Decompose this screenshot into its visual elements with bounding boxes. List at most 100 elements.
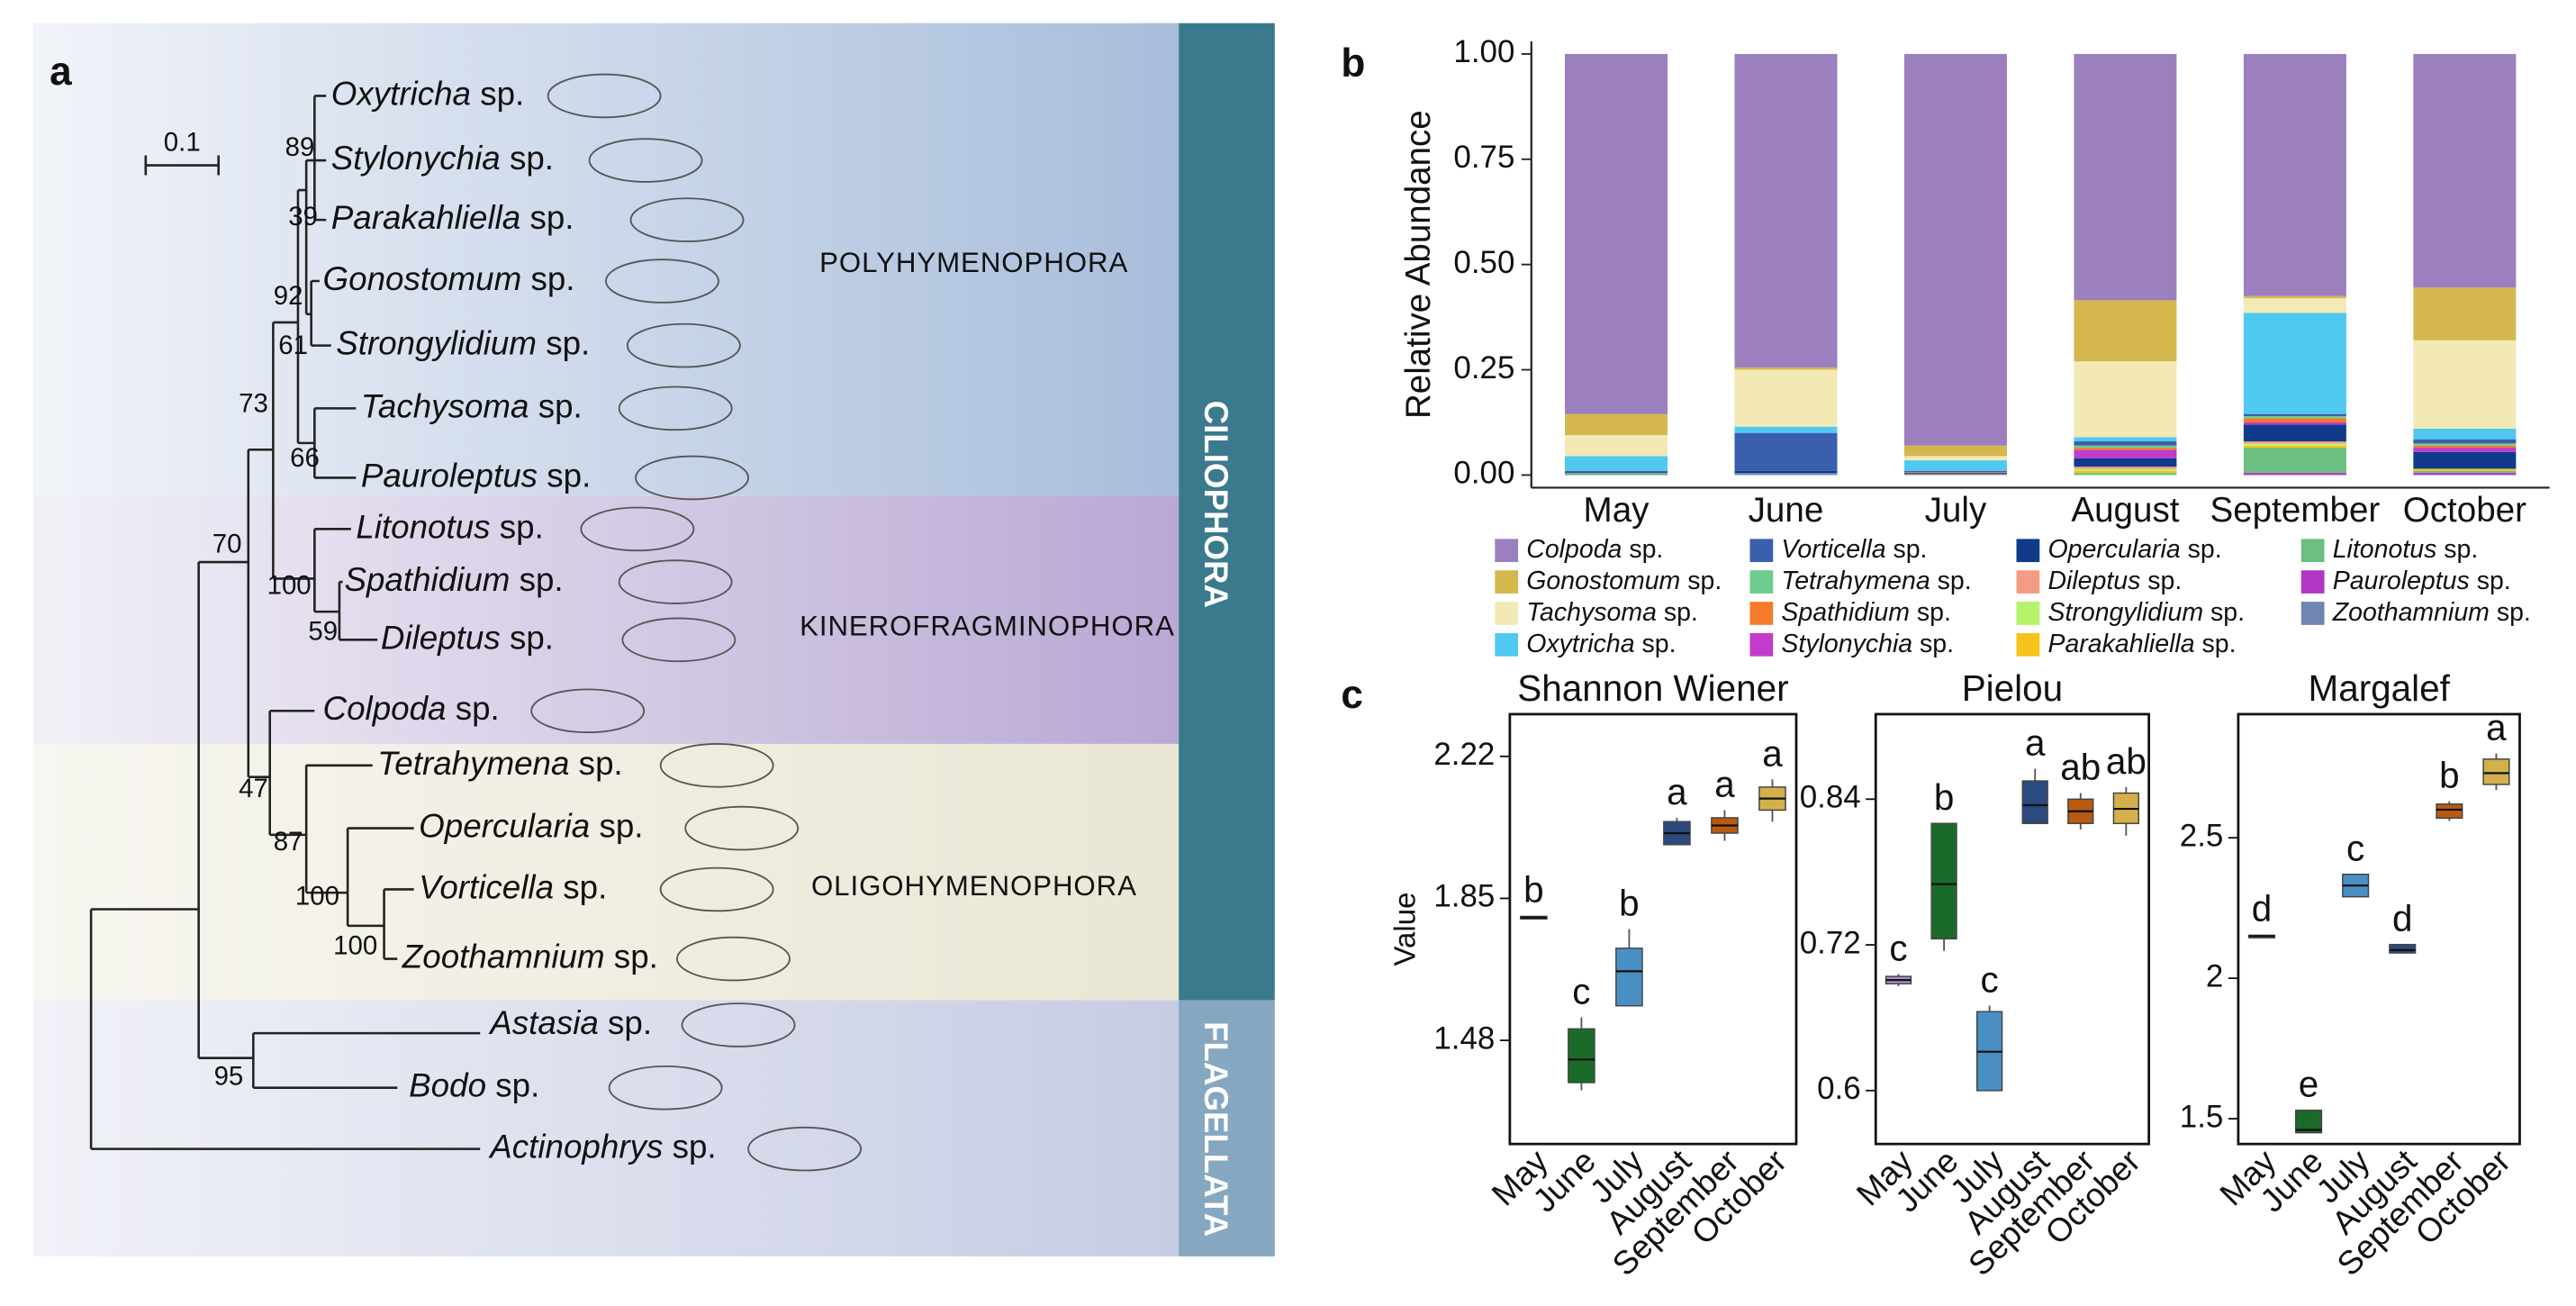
bar-segment (2413, 451, 2517, 469)
bar-segment (2243, 53, 2346, 296)
bar-segment (1565, 435, 1668, 457)
box (1615, 948, 1643, 1007)
leaf-label: Actinophrys sp. (488, 1128, 716, 1165)
y-tick-label: 0.50 (1453, 245, 1514, 280)
organism-sketch (618, 559, 733, 604)
organism-sketch (626, 322, 741, 368)
legend-swatch (1749, 539, 1774, 563)
plot-frame (2237, 712, 2521, 1146)
bar-segment (2243, 413, 2346, 416)
bar-segment (2074, 470, 2177, 474)
bar-segment (2243, 441, 2346, 444)
bar-segment (2074, 468, 2177, 471)
organism-sketch (621, 617, 737, 663)
y-tick-label: 1.48 (1433, 1020, 1495, 1056)
ciliophora-bar (1179, 23, 1275, 1001)
clade-label: FLAGELLATA (1198, 1021, 1234, 1237)
legend-label: Litonotus sp. (2333, 535, 2479, 564)
support-value: 92 (274, 281, 303, 311)
organism-sketch (681, 1002, 796, 1048)
significance-letter: d (2252, 888, 2273, 930)
bar-segment (2243, 415, 2346, 419)
significance-letter: d (2392, 898, 2413, 939)
x-tick-label: October (2403, 491, 2526, 530)
plot-frame (1874, 712, 2150, 1146)
bar-segment (1903, 53, 2007, 446)
organism-sketch (605, 258, 719, 304)
support-value: 47 (239, 774, 268, 803)
significance-letter: c (2346, 828, 2364, 869)
legend-label: Zoothamnium sp. (2332, 597, 2531, 626)
y-axis-label: Value (1389, 893, 1423, 966)
organism-sketch (659, 743, 774, 788)
bar-segment (1903, 473, 2007, 475)
bar-segment (2243, 473, 2346, 476)
legend-swatch (2016, 570, 2040, 594)
legend-label: Tetrahymena sp. (1781, 567, 1971, 595)
bar-segment (1734, 53, 1838, 368)
bar-segment (1565, 472, 1668, 474)
support-value: 61 (278, 331, 308, 360)
support-value: 95 (214, 1061, 244, 1091)
flagellata-bar (1179, 1000, 1275, 1256)
legend-label: Spathidium sp. (1781, 597, 1950, 626)
legend-label: Colpoda sp. (1526, 535, 1663, 564)
significance-letter: b (2439, 755, 2460, 796)
legend-swatch (1749, 570, 1774, 594)
bar-segment (2413, 340, 2517, 430)
significance-letter: c (1981, 958, 1999, 1000)
clade-label: CILIOPHORA (1198, 401, 1234, 608)
bar-segment (2243, 445, 2346, 449)
y-tick-label: 1.85 (1433, 879, 1495, 914)
x-tick-label: July (1925, 491, 1987, 530)
subplot-title: Margalef (2309, 667, 2451, 709)
y-axis-label: Relative Abundance (1399, 110, 1438, 419)
legend-label: Vorticella sp. (1781, 535, 1927, 564)
bar-segment (1734, 473, 1838, 476)
bar-segment (1565, 53, 1668, 414)
legend-swatch (1495, 570, 1519, 594)
y-tick-label: 0.6 (1817, 1071, 1861, 1106)
kinerofragminophora-band (32, 495, 1180, 744)
bar-segment (2243, 418, 2346, 422)
bar-segment (1903, 472, 2007, 474)
significance-letter: a (2486, 707, 2507, 748)
leaf-label: Colpoda sp. (323, 690, 500, 727)
legend-swatch (1495, 602, 1519, 625)
legend-label: Oxytricha sp. (1526, 629, 1676, 658)
y-tick-label: 2 (2206, 958, 2223, 993)
y-tick-label: 0.00 (1453, 456, 1514, 491)
leaf-label: Gonostomum sp. (323, 260, 575, 297)
bar-segment (2243, 422, 2346, 425)
bar-segment (2413, 53, 2517, 288)
panel-label: c (1341, 673, 1363, 717)
bar-segment (1565, 413, 1668, 436)
significance-letter: b (1934, 776, 1955, 818)
organism-sketch (629, 197, 745, 242)
leaf-label: Bodo sp. (409, 1066, 539, 1103)
bar-segment (2074, 53, 2177, 301)
organism-sketch (676, 936, 791, 982)
group-label: POLYHYMENOPHORA (819, 247, 1128, 278)
leaf-label: Strongylidium sp. (336, 324, 590, 361)
bar-segment (2074, 458, 2177, 467)
bar-segment (2413, 473, 2517, 476)
support-value: 100 (267, 570, 312, 600)
box (2436, 803, 2463, 820)
organism-sketch (747, 1126, 863, 1172)
bar-segment (2243, 424, 2346, 442)
bar-segment (2074, 473, 2177, 476)
bar-segment (2243, 443, 2346, 446)
legend-swatch (2300, 570, 2325, 594)
bar-segment (1734, 367, 1838, 370)
leaf-label: Astasia sp. (488, 1004, 652, 1041)
significance-letter: a (1762, 732, 1783, 774)
bar-segment (1903, 445, 2007, 457)
support-value: 73 (239, 388, 268, 418)
significance-letter: b (1523, 869, 1544, 911)
flagellata-band (32, 1000, 1180, 1256)
bar-segment (2243, 313, 2346, 414)
x-tick-label: May (1584, 491, 1650, 530)
significance-letter: a (1667, 771, 1687, 812)
support-value: 100 (295, 881, 339, 911)
